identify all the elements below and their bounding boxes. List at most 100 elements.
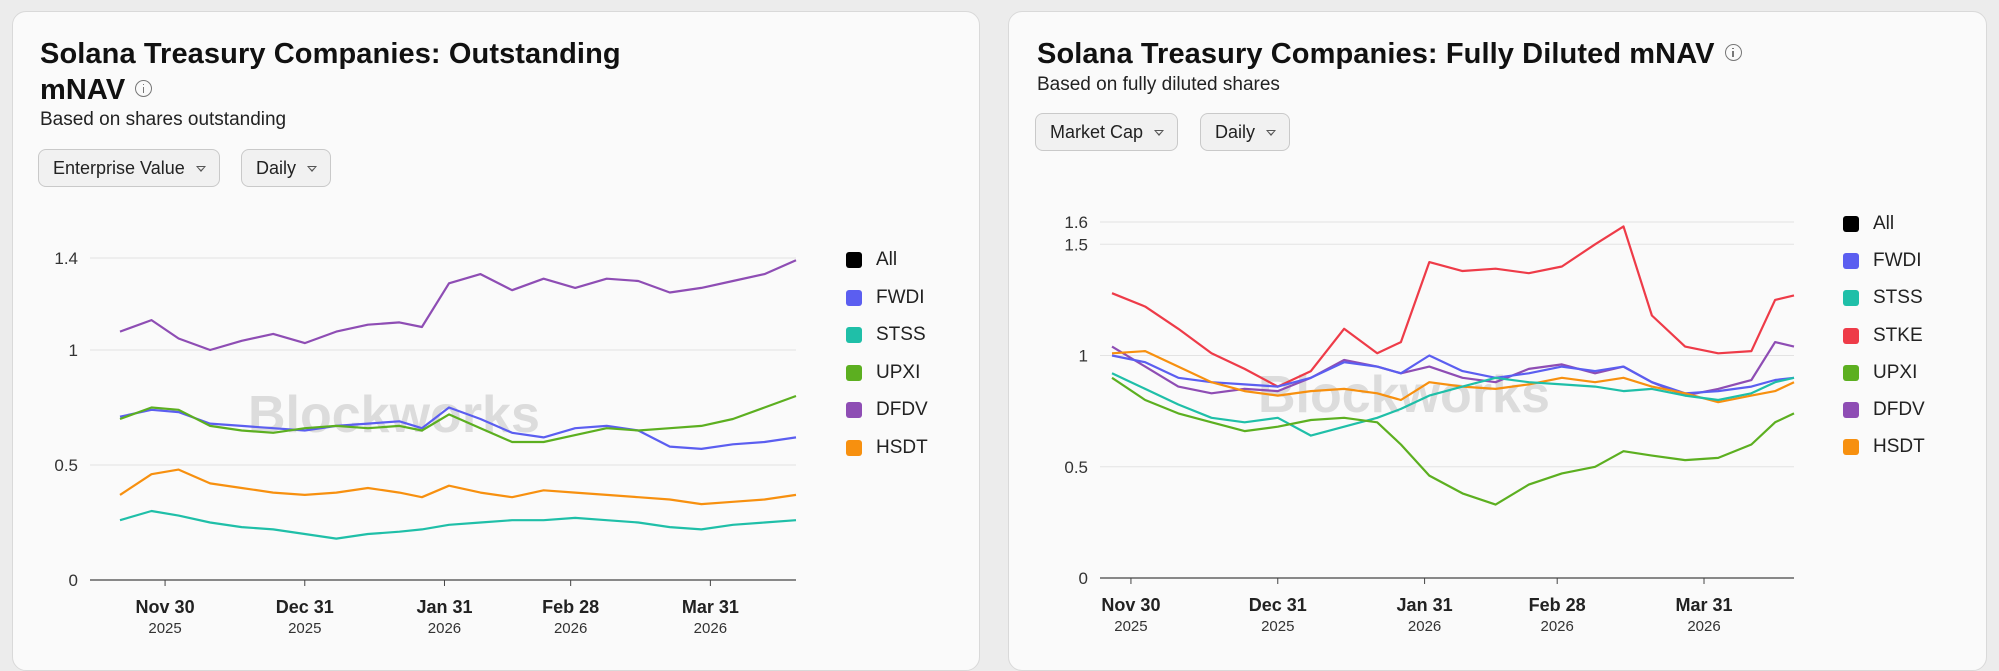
y-tick-label: 1 xyxy=(69,341,78,360)
legend-swatch xyxy=(1843,327,1859,344)
legend-item-dfdv[interactable]: DFDV xyxy=(846,399,928,421)
legend-item-dfdv[interactable]: DFDV xyxy=(1843,399,1925,421)
y-tick-label: 0.5 xyxy=(1064,458,1088,477)
series-line-stke[interactable] xyxy=(1111,225,1795,388)
series-line-hsdt[interactable] xyxy=(119,468,797,506)
chart-title-text: Solana Treasury Companies: Fully Diluted… xyxy=(1037,38,1715,70)
chart-1: Blockworks 0 0.5 1 1.4 Nov 30 2025 Dec 31 2025 Ja… xyxy=(54,249,797,637)
x-tick-label: Jan 31 xyxy=(1397,595,1453,615)
metric-dropdown-label: Market Cap xyxy=(1050,121,1144,142)
series-line-dfdv[interactable] xyxy=(119,259,797,352)
series-line-upxi[interactable] xyxy=(1111,376,1795,506)
legend-swatch xyxy=(846,402,862,418)
period-dropdown-label: Daily xyxy=(256,157,297,178)
x-tick-year: 2026 xyxy=(1687,618,1720,635)
legend-item-stke[interactable]: STKE xyxy=(1843,325,1923,347)
watermark: Blockworks xyxy=(248,386,540,444)
chart-subtitle: Based on fully diluted shares xyxy=(1037,74,1280,95)
legend-label: HSDT xyxy=(1873,436,1925,458)
legend-item-upxi[interactable]: UPXI xyxy=(846,362,920,384)
chevron-down-icon xyxy=(307,166,318,172)
x-tick-label: Mar 31 xyxy=(1675,595,1732,615)
chevron-down-icon xyxy=(1154,130,1165,136)
chart-title-line1: Solana Treasury Companies: Outstanding xyxy=(40,38,621,70)
chevron-down-icon xyxy=(1266,130,1277,136)
series-line-fwdi[interactable] xyxy=(1111,354,1795,395)
x-tick-label: Jan 31 xyxy=(416,597,472,617)
legend-item-stss[interactable]: STSS xyxy=(1843,287,1923,309)
legend-label: FWDI xyxy=(876,286,925,308)
legend-swatch xyxy=(1843,364,1859,381)
y-tick-label: 0 xyxy=(69,571,78,590)
x-tick-label: Feb 28 xyxy=(542,597,599,617)
legend-label: UPXI xyxy=(876,361,921,383)
info-icon[interactable] xyxy=(1724,43,1742,61)
legend-item-fwdi[interactable]: FWDI xyxy=(1843,250,1922,272)
metric-dropdown-label: Enterprise Value xyxy=(53,157,185,178)
info-icon[interactable] xyxy=(135,79,153,97)
legend-swatch xyxy=(846,252,862,268)
legend-label: DFDV xyxy=(876,399,928,420)
metric-dropdown[interactable]: Market Cap xyxy=(1035,113,1179,151)
x-tick-year: 2026 xyxy=(694,620,727,637)
x-tick-year: 2026 xyxy=(428,620,461,637)
legend-swatch xyxy=(846,439,862,456)
series-line-upxi[interactable] xyxy=(119,394,797,444)
legend-label: UPXI xyxy=(1873,361,1918,383)
legend-item-fwdi[interactable]: FWDI xyxy=(846,287,925,309)
legend-label: FWDI xyxy=(1873,250,1922,272)
legend-item-upxi[interactable]: UPXI xyxy=(1843,362,1917,384)
x-tick-year: 2026 xyxy=(1408,618,1441,635)
series-line-stss[interactable] xyxy=(1111,372,1795,437)
legend-item-stss[interactable]: STSS xyxy=(846,324,926,346)
charts-canvas: Blockworks 0 0.5 1 1.4 Nov 30 2025 Dec 31 2025 Ja… xyxy=(54,213,1795,637)
legend-label: STKE xyxy=(1873,324,1923,346)
legend-label: STSS xyxy=(876,324,926,345)
x-tick-label: Feb 28 xyxy=(1529,595,1586,615)
y-tick-label: 1 xyxy=(1079,347,1088,366)
y-tick-label: 1.6 xyxy=(1064,213,1088,232)
x-tick-year: 2025 xyxy=(1261,618,1294,635)
x-tick-year: 2025 xyxy=(288,620,321,637)
x-tick-label: Dec 31 xyxy=(276,597,334,617)
x-tick-year: 2025 xyxy=(1114,618,1147,635)
legend-swatch xyxy=(1843,439,1859,456)
series-line-fwdi[interactable] xyxy=(119,406,797,450)
legend-label: STSS xyxy=(1873,287,1923,309)
legend-item-all[interactable]: All xyxy=(1843,213,1894,235)
chart-title-line2: mNAV xyxy=(40,74,126,106)
legend-label: All xyxy=(876,249,898,270)
legend-item-hsdt[interactable]: HSDT xyxy=(1843,436,1925,458)
chart-title: Solana Treasury Companies: Fully Diluted… xyxy=(1037,36,1742,72)
series-line-stss[interactable] xyxy=(119,509,797,540)
legend-swatch xyxy=(1843,253,1859,270)
legend-item-hsdt[interactable]: HSDT xyxy=(846,437,928,459)
period-dropdown-label: Daily xyxy=(1215,121,1256,142)
legend-item-all[interactable]: All xyxy=(846,249,897,271)
x-tick-year: 2026 xyxy=(554,620,587,637)
x-tick-label: Nov 30 xyxy=(136,597,195,617)
legend-label: DFDV xyxy=(1873,399,1925,420)
watermark: Blockworks xyxy=(1258,366,1550,424)
legend-swatch xyxy=(1843,402,1859,418)
chart-subtitle: Based on shares outstanding xyxy=(40,109,287,130)
x-tick-label: Nov 30 xyxy=(1101,595,1160,615)
outstanding-mnav-card: Solana Treasury Companies: Outstanding m… xyxy=(12,11,980,671)
legend-label: HSDT xyxy=(876,436,928,458)
chart-title: Solana Treasury Companies: Outstanding m… xyxy=(40,36,621,108)
chevron-down-icon xyxy=(195,166,206,172)
y-tick-label: 1.5 xyxy=(1064,235,1088,254)
chart-2: Blockworks 0 0.5 1 1.5 1.6 Nov 30 2025 Dec 31 202… xyxy=(1064,213,1795,635)
metric-dropdown[interactable]: Enterprise Value xyxy=(38,149,220,187)
legend-swatch xyxy=(846,327,862,343)
y-tick-label: 0 xyxy=(1079,569,1088,588)
legend-swatch xyxy=(1843,290,1859,307)
y-tick-label: 0.5 xyxy=(54,456,78,475)
x-tick-label: Dec 31 xyxy=(1249,595,1307,615)
legend-swatch xyxy=(846,289,862,306)
period-dropdown[interactable]: Daily xyxy=(241,149,332,187)
period-dropdown[interactable]: Daily xyxy=(1200,113,1291,151)
legend-swatch xyxy=(1843,216,1859,232)
x-tick-label: Mar 31 xyxy=(682,597,739,617)
x-tick-year: 2025 xyxy=(148,620,181,637)
